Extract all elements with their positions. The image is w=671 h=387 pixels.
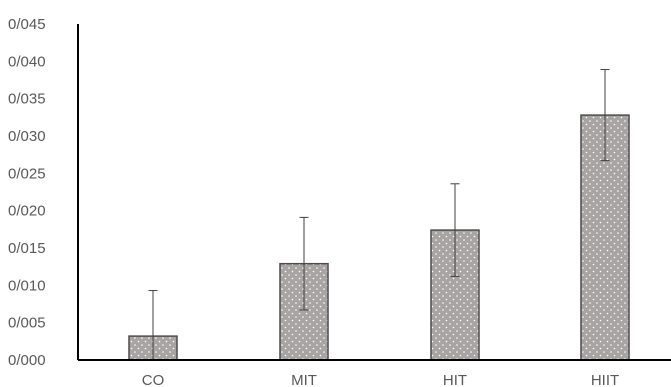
x-tick-label: CO xyxy=(142,372,165,387)
y-tick-label: 0/045 xyxy=(8,16,46,33)
y-tick-label: 0/035 xyxy=(8,91,46,108)
y-tick-label: 0/030 xyxy=(8,128,46,145)
y-tick-label: 0/000 xyxy=(8,352,46,369)
y-axis-ticks: 0/000 0/005 0/010 0/015 0/020 0/025 0/030 0/035… xyxy=(8,16,46,369)
bars xyxy=(128,114,630,361)
x-tick-label: HIIT xyxy=(591,372,619,387)
error-bar-mit xyxy=(299,216,309,311)
error-bar-hiit xyxy=(600,69,610,162)
error-bar-hit xyxy=(450,183,460,277)
y-tick-label: 0/025 xyxy=(8,165,46,182)
y-tick-label: 0/040 xyxy=(8,53,46,70)
x-axis-labels: CO MIT HIT HIIT xyxy=(142,372,619,387)
y-tick-label: 0/015 xyxy=(8,240,46,257)
x-tick-label: MIT xyxy=(291,372,317,387)
x-tick-label: HIT xyxy=(443,372,467,387)
y-tick-label: 0/010 xyxy=(8,277,46,294)
error-bars xyxy=(148,69,610,360)
y-tick-label: 0/005 xyxy=(8,315,46,332)
error-bar-co xyxy=(148,290,158,360)
y-tick-label: 0/020 xyxy=(8,203,46,220)
